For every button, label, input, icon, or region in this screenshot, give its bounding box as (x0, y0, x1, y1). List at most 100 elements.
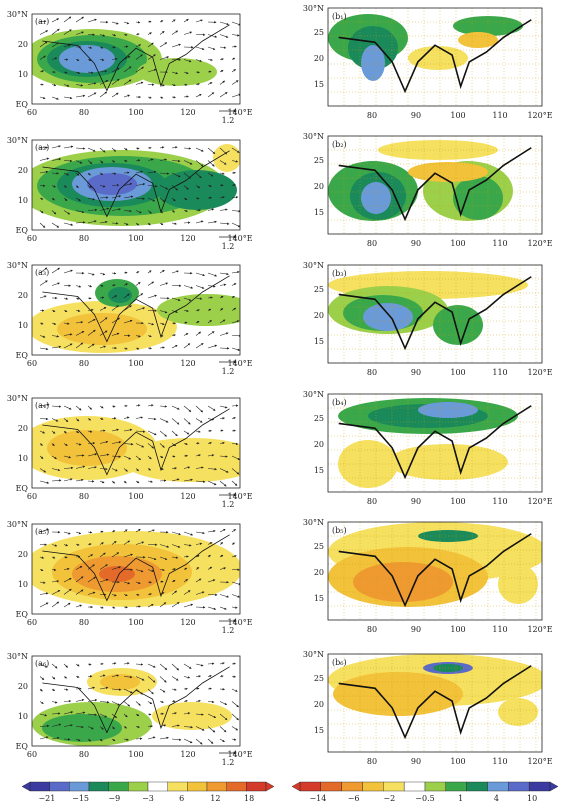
wind-arrow (135, 222, 140, 226)
wind-arrow (99, 284, 104, 287)
wind-arrow (135, 676, 145, 681)
anomaly-shading (458, 32, 498, 48)
wind-arrow (123, 209, 132, 213)
wind-arrow (171, 590, 178, 595)
wind-arrow (159, 467, 164, 471)
wind-arrow (231, 529, 236, 533)
wind-arrow (111, 594, 117, 597)
wind-arrow (87, 441, 96, 445)
lon-tick-label: 120 (180, 359, 195, 368)
wind-arrow (111, 552, 120, 558)
lat-tick-label: 20 (314, 440, 324, 449)
panel-label: (a₃) (35, 268, 49, 277)
wind-arrow (183, 725, 193, 729)
lon-tick-label: 140°E (227, 108, 252, 117)
wind-arrow (171, 478, 180, 482)
wind-arrow (123, 79, 132, 85)
wind-arrow (63, 172, 70, 176)
wind-arrow (111, 606, 116, 609)
wind-arrow (111, 566, 122, 570)
wind-arrow (171, 322, 176, 325)
wind-arrow (75, 589, 84, 595)
lon-tick-label: 100 (450, 757, 465, 766)
wind-arrow (195, 480, 206, 483)
wind-arrow (195, 331, 202, 336)
wind-arrow (51, 197, 55, 201)
wind-arrow (159, 20, 164, 23)
wind-arrow (123, 159, 128, 162)
wind-arrow (123, 442, 134, 446)
colorbar-swatch (362, 781, 384, 792)
wind-arrow (183, 333, 189, 336)
wind-arrow (135, 688, 143, 695)
wind-arrow (39, 592, 49, 595)
wind-arrow (183, 185, 189, 190)
wind-arrow (147, 68, 157, 73)
wind-arrow (123, 21, 130, 25)
wind-arrow (195, 272, 205, 277)
wind-arrow (207, 529, 216, 533)
wind-arrow (75, 197, 81, 202)
wind-arrow (111, 284, 116, 287)
coastline (42, 534, 230, 602)
colorbar-tick-label: 4 (494, 794, 499, 803)
wind-arrow (123, 701, 131, 707)
wind-arrow (147, 593, 152, 596)
wind-arrow (63, 738, 71, 741)
wind-arrow (231, 80, 239, 85)
wind-arrow (147, 417, 157, 421)
wind-arrow (87, 147, 96, 152)
colorbar-swatch (69, 781, 90, 792)
wind-arrow (51, 18, 60, 23)
wind-arrow (171, 159, 181, 163)
wind-arrow (195, 555, 200, 558)
wind-arrow (123, 581, 131, 585)
wind-arrow (75, 342, 84, 349)
wind-arrow (39, 295, 47, 299)
wind-arrow (147, 20, 152, 23)
lat-tick-label: 10 (18, 321, 28, 330)
wind-arrow (75, 210, 85, 214)
shading-layer (328, 8, 542, 106)
wind-arrow (63, 556, 68, 559)
lat-tick-label: EQ (16, 610, 29, 619)
wind-arrow (111, 183, 120, 187)
wind-arrow (159, 592, 165, 595)
right-panel: (b₆) 30°N 25 20 15 80 90 100 110 120°E (303, 650, 553, 766)
wind-arrow (135, 593, 140, 596)
wind-arrow (207, 662, 215, 665)
wind-arrow (183, 676, 191, 679)
map-frame (327, 393, 543, 493)
wind-arrow (75, 443, 82, 446)
wind-arrow (219, 468, 229, 473)
anomaly-shading (353, 562, 453, 602)
wind-arrow (75, 94, 86, 98)
wind-arrow (99, 207, 110, 211)
wind-arrow (207, 738, 214, 744)
wind-arrow (183, 544, 192, 547)
anomaly-shading (408, 46, 468, 70)
right-panel: (b₂) 30°N 25 20 15 80 90 100 110 120°E (303, 132, 553, 248)
wind-arrow (123, 593, 128, 597)
colorbar-swatch (29, 781, 50, 792)
wind-arrow (135, 528, 141, 533)
wind-arrow (183, 31, 193, 35)
wind-arrow (159, 146, 165, 149)
lat-tick-label: 30°N (7, 394, 28, 403)
wind-arrow (219, 296, 224, 299)
wind-arrow (195, 172, 202, 179)
wind-arrow (171, 430, 178, 437)
wind-arrow (219, 283, 227, 286)
wind-arrow (111, 468, 118, 472)
wind-arrow (111, 688, 122, 691)
wind-arrow (51, 712, 61, 715)
wind-arrow (63, 543, 69, 547)
wind-arrow (39, 210, 44, 214)
coastline (42, 666, 230, 734)
wind-arrow (195, 285, 205, 289)
wind-arrow (111, 738, 116, 742)
wind-arrow (87, 58, 92, 62)
wind-arrow (123, 688, 133, 694)
map-frame (327, 264, 543, 364)
wind-vectors (39, 145, 240, 228)
